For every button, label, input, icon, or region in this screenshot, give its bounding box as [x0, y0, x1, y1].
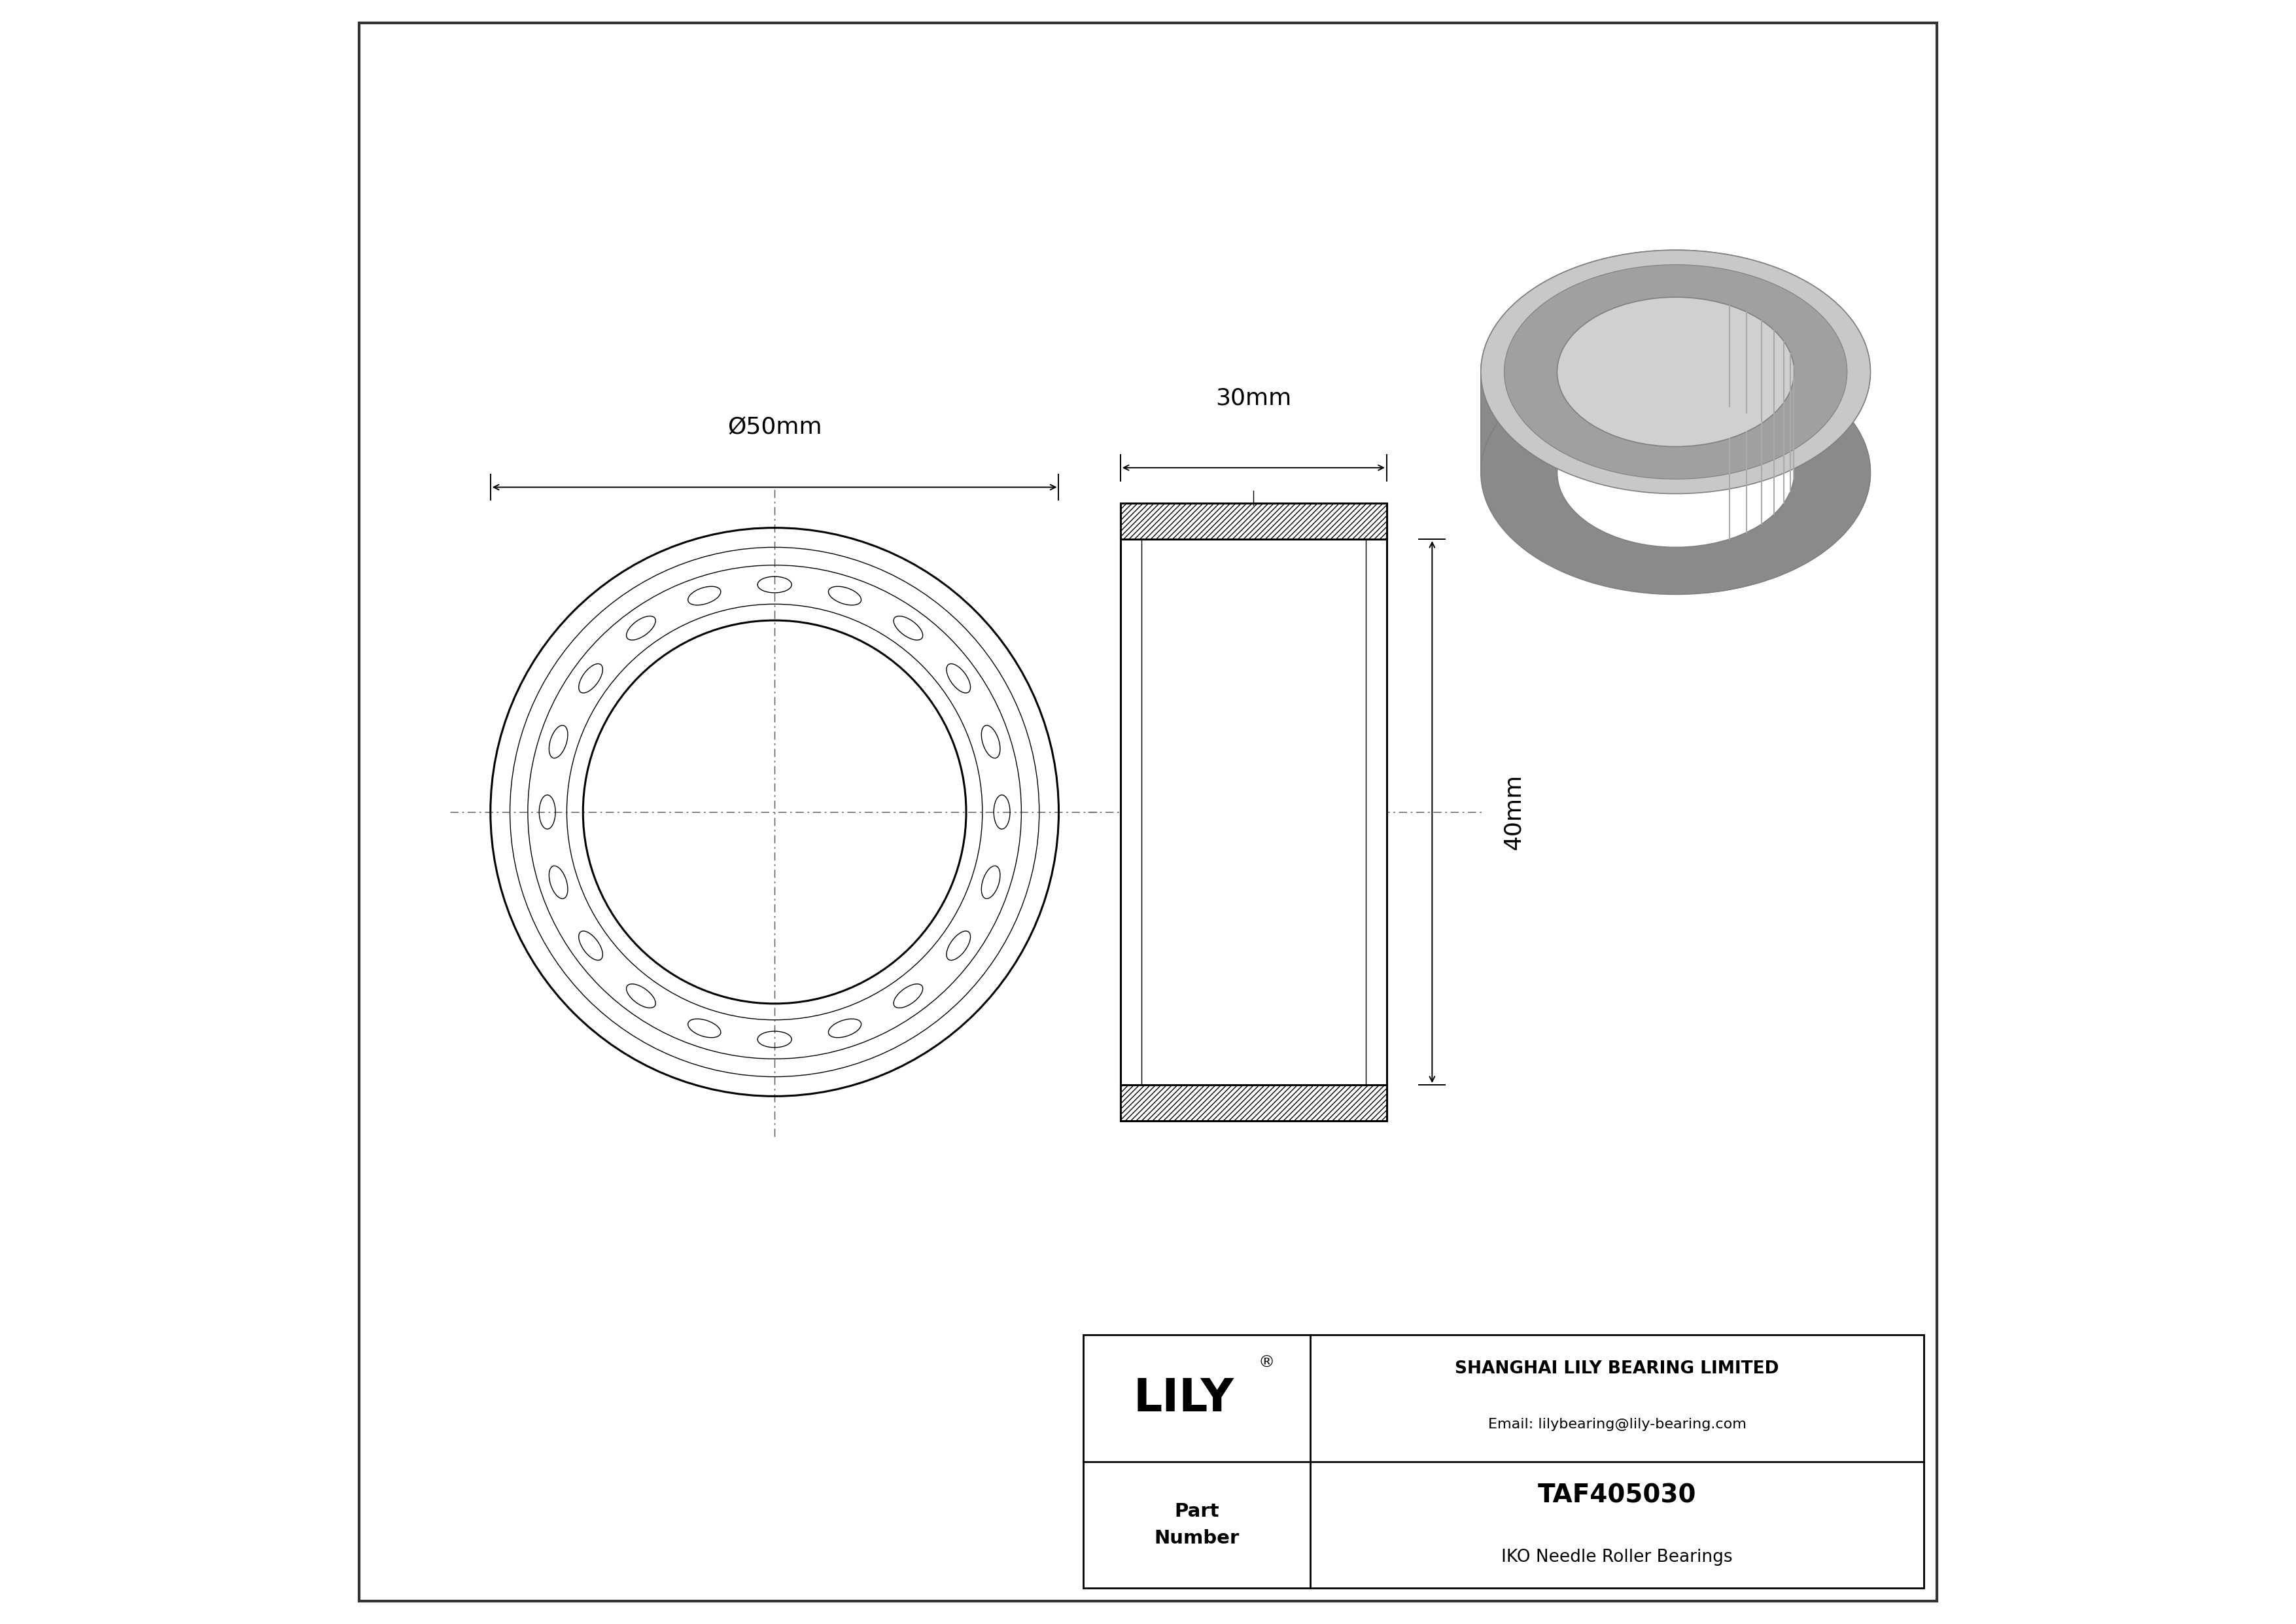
- Polygon shape: [1557, 297, 1793, 473]
- Text: IKO Needle Roller Bearings: IKO Needle Roller Bearings: [1502, 1549, 1733, 1566]
- Ellipse shape: [1557, 297, 1793, 447]
- Bar: [1120, 1085, 1387, 1121]
- Ellipse shape: [1557, 398, 1793, 547]
- Text: TAF405030: TAF405030: [1538, 1483, 1697, 1509]
- Text: Email: lilybearing@lily-bearing.com: Email: lilybearing@lily-bearing.com: [1488, 1418, 1747, 1431]
- Polygon shape: [1706, 252, 1871, 593]
- Ellipse shape: [1481, 351, 1871, 594]
- Text: 40mm: 40mm: [1502, 775, 1525, 849]
- Text: ®: ®: [1258, 1354, 1274, 1371]
- Bar: [1120, 503, 1387, 1121]
- Ellipse shape: [1504, 265, 1846, 479]
- Text: Part
Number: Part Number: [1155, 1502, 1240, 1548]
- Text: LILY: LILY: [1134, 1377, 1233, 1419]
- Bar: [1084, 1335, 1924, 1588]
- Polygon shape: [1481, 250, 1706, 473]
- Text: SHANGHAI LILY BEARING LIMITED: SHANGHAI LILY BEARING LIMITED: [1456, 1361, 1779, 1377]
- Ellipse shape: [1481, 250, 1871, 494]
- Text: 30mm: 30mm: [1215, 387, 1293, 409]
- Text: Ø50mm: Ø50mm: [728, 416, 822, 438]
- Bar: [1120, 503, 1387, 539]
